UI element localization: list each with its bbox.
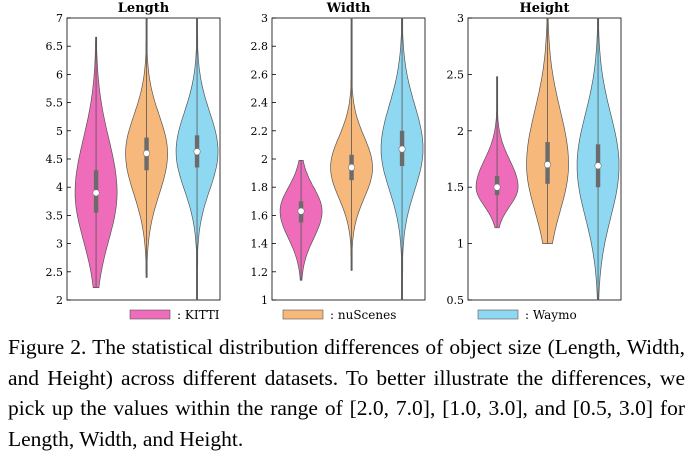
y-tick-label: 2.5 — [447, 68, 465, 81]
legend-label: : Waymo — [525, 308, 577, 322]
panel-height: Height 0.5 1 1.5 2 2.5 3 — [447, 1, 622, 307]
median-marker — [92, 189, 100, 197]
median-marker — [143, 149, 151, 157]
y-tick-label: 2.2 — [251, 125, 269, 138]
y-tick-label: 2.6 — [251, 68, 269, 81]
median-marker — [348, 163, 356, 171]
y-tick-label: 2.4 — [251, 97, 269, 110]
y-tick-label: 1.2 — [251, 266, 269, 279]
y-tick-label: 4 — [56, 181, 63, 194]
y-tick-label: 1.5 — [447, 181, 465, 194]
figure-caption: Figure 2. The statistical distribution d… — [8, 335, 685, 451]
panel-title: Length — [118, 1, 170, 16]
y-tick-label: 1 — [457, 238, 464, 251]
y-tick-label: 1 — [261, 294, 268, 307]
y-tick-label: 6 — [56, 68, 63, 81]
y-tick-label: 1.6 — [251, 209, 269, 222]
y-tick-label: 0.5 — [447, 294, 465, 307]
legend-swatch — [129, 309, 171, 320]
y-tick-label: 3 — [457, 12, 464, 25]
y-tick-label: 5 — [56, 125, 63, 138]
y-tick-label: 1.4 — [251, 238, 269, 251]
median-marker — [297, 207, 305, 215]
y-tick-label: 2 — [56, 294, 63, 307]
legend-swatch — [282, 309, 324, 320]
y-tick-label: 2.5 — [46, 266, 64, 279]
y-tick-label: 6.5 — [46, 40, 64, 53]
y-tick-label: 3 — [56, 238, 63, 251]
median-marker — [193, 148, 201, 156]
median-marker — [544, 161, 552, 169]
y-tick-label: 5.5 — [46, 97, 64, 110]
y-tick-label: 2.8 — [251, 40, 269, 53]
legend-label: : KITTI — [177, 308, 220, 322]
median-marker — [493, 183, 501, 191]
legend: : KITTI : nuScenes : Waymo — [129, 308, 577, 322]
y-tick-label: 3 — [261, 12, 268, 25]
y-tick-label: 7 — [56, 12, 63, 25]
panel-width: Width 1 1.2 1.4 1.6 1.8 2 2.2 2.4 2.6 2.8 3 — [251, 1, 426, 307]
median-marker — [398, 145, 406, 153]
median-marker — [594, 162, 602, 170]
y-tick-label: 2 — [261, 153, 268, 166]
y-tick-label: 2 — [457, 125, 464, 138]
y-tick-label: 1.8 — [251, 181, 269, 194]
legend-label: : nuScenes — [330, 308, 396, 322]
axes-frame — [467, 17, 622, 301]
panel-title: Width — [326, 1, 371, 16]
y-tick-label: 3.5 — [46, 209, 64, 222]
legend-swatch — [477, 309, 519, 320]
y-tick-label: 4.5 — [46, 153, 64, 166]
panel-length: Length 2 2.5 3 3.5 4 4.5 5 5.5 6 6.5 7 — [46, 1, 221, 307]
panel-title: Height — [519, 1, 569, 16]
